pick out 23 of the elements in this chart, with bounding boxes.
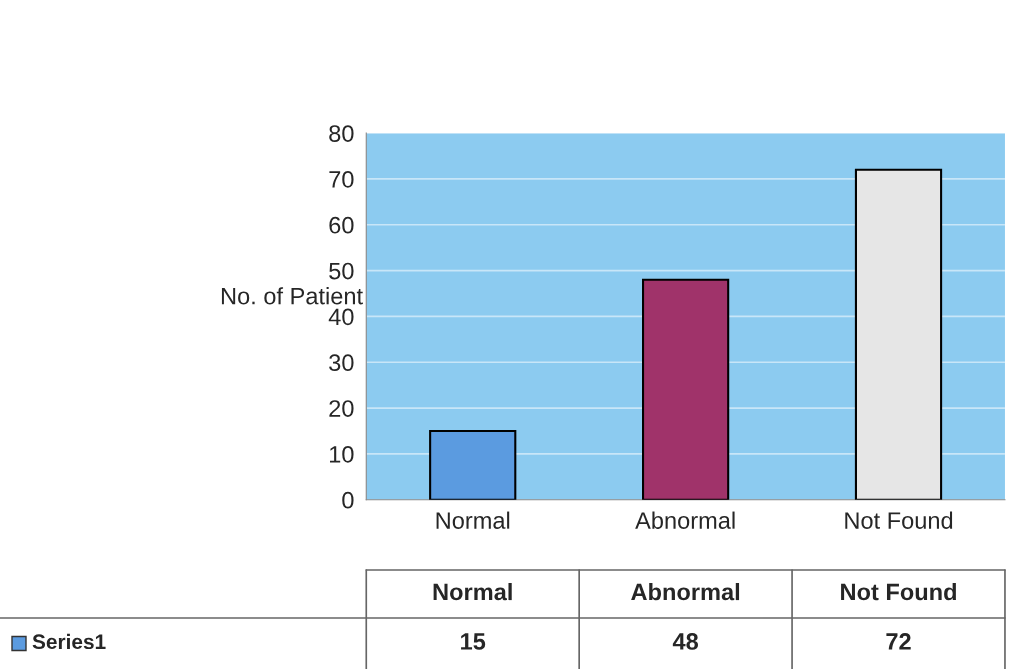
x-tick-label: Normal: [436, 511, 510, 529]
bar: [429, 429, 517, 500]
legend-label: Series1: [32, 633, 106, 650]
category-label: Not Found: [841, 582, 956, 601]
y-tick-label: 20: [329, 400, 354, 417]
y-tick-label: 50: [329, 262, 354, 280]
x-tick-label: Abnormal: [635, 511, 735, 529]
y-tick-label: 10: [330, 445, 354, 463]
y-tick-label: 80: [329, 125, 354, 142]
bar: [854, 168, 943, 500]
y-tick-label: 60: [329, 216, 354, 234]
x-tick-label: Not Found: [845, 511, 953, 529]
y-tick-label: 30: [329, 354, 354, 372]
data-label: 72: [886, 633, 911, 650]
data-label: 15: [461, 633, 486, 650]
data-label: 48: [672, 633, 699, 650]
category-label: Normal: [433, 582, 512, 601]
y-tick-label: 40: [328, 308, 354, 326]
y-tick-label: 0: [342, 491, 354, 509]
y-tick-label: 70: [329, 171, 354, 188]
category-label: Abnormal: [631, 582, 740, 601]
y-axis-title: No. of Patient: [221, 287, 363, 305]
bar: [642, 278, 730, 500]
